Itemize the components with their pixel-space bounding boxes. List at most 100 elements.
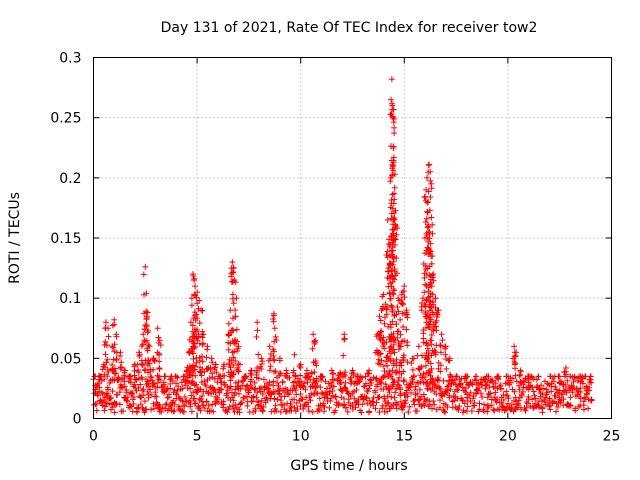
data-point — [203, 398, 210, 405]
data-point — [322, 378, 329, 385]
data-point — [392, 389, 399, 396]
data-point — [552, 383, 559, 390]
data-point — [332, 407, 339, 414]
data-point — [377, 361, 384, 368]
data-point — [102, 319, 109, 326]
data-point — [271, 325, 278, 332]
data-point — [401, 377, 408, 384]
data-point — [186, 397, 193, 404]
data-point — [197, 355, 204, 362]
data-point — [355, 379, 362, 386]
data-point — [197, 407, 204, 414]
data-point — [191, 395, 198, 402]
data-point — [251, 386, 258, 393]
data-point — [441, 408, 448, 415]
data-point — [429, 405, 436, 412]
data-point — [111, 316, 118, 323]
data-point — [405, 409, 412, 416]
data-point — [134, 367, 141, 374]
data-point — [274, 396, 281, 403]
data-point — [430, 378, 437, 385]
data-point — [192, 283, 199, 290]
data-point — [559, 391, 566, 398]
data-point — [196, 320, 203, 327]
data-point — [175, 383, 182, 390]
data-point — [430, 398, 437, 405]
data-point — [250, 393, 257, 400]
data-point — [532, 395, 539, 402]
data-point — [476, 400, 483, 407]
data-point — [384, 408, 391, 415]
data-point — [510, 375, 517, 382]
data-point — [127, 379, 134, 386]
data-point — [459, 397, 466, 404]
data-point — [232, 307, 239, 314]
data-point — [229, 402, 236, 409]
data-point — [326, 404, 333, 411]
data-point — [394, 401, 401, 408]
data-point — [308, 392, 315, 399]
data-point — [200, 340, 207, 347]
data-point — [259, 408, 266, 415]
data-point — [179, 407, 186, 414]
data-point — [285, 391, 292, 398]
data-point — [146, 343, 153, 350]
data-point — [273, 337, 280, 344]
data-point — [305, 407, 312, 414]
data-point — [309, 408, 316, 415]
data-point — [531, 392, 538, 399]
data-point — [431, 381, 438, 388]
data-point — [548, 388, 555, 395]
data-point — [357, 373, 364, 380]
data-point — [365, 370, 372, 377]
data-point — [571, 374, 578, 381]
data-point — [377, 350, 384, 357]
data-point — [283, 373, 290, 380]
data-point — [170, 397, 177, 404]
data-point — [400, 403, 407, 410]
data-point — [121, 372, 128, 379]
data-point — [277, 408, 284, 415]
data-point — [373, 399, 380, 406]
data-point — [256, 385, 263, 392]
data-point — [294, 405, 301, 412]
data-point — [154, 325, 161, 332]
data-point — [531, 400, 538, 407]
data-point — [233, 347, 240, 354]
data-point — [131, 372, 138, 379]
data-point — [409, 376, 416, 383]
data-point — [235, 343, 242, 350]
data-point — [345, 396, 352, 403]
data-point — [477, 390, 484, 397]
data-point — [163, 400, 170, 407]
data-point — [396, 374, 403, 381]
data-point — [272, 333, 279, 340]
data-point — [140, 271, 147, 278]
data-point — [274, 379, 281, 386]
data-point — [407, 384, 414, 391]
data-point — [235, 360, 242, 367]
data-point — [101, 371, 108, 378]
data-point — [321, 408, 328, 415]
data-point — [140, 386, 147, 393]
data-point — [380, 374, 387, 381]
data-point — [366, 397, 373, 404]
data-point — [254, 319, 261, 326]
data-point — [188, 408, 195, 415]
data-point — [109, 322, 116, 329]
data-point — [271, 368, 278, 375]
data-point — [340, 352, 347, 359]
grid — [93, 57, 612, 419]
data-point — [214, 396, 221, 403]
data-point — [104, 356, 111, 363]
data-point — [520, 384, 527, 391]
data-point — [154, 384, 161, 391]
data-point — [157, 342, 164, 349]
data-point — [165, 394, 172, 401]
data-point — [102, 338, 109, 345]
data-point — [151, 405, 158, 412]
data-point — [113, 331, 120, 338]
data-point — [231, 277, 238, 284]
data-point — [462, 385, 469, 392]
data-point — [523, 404, 530, 411]
